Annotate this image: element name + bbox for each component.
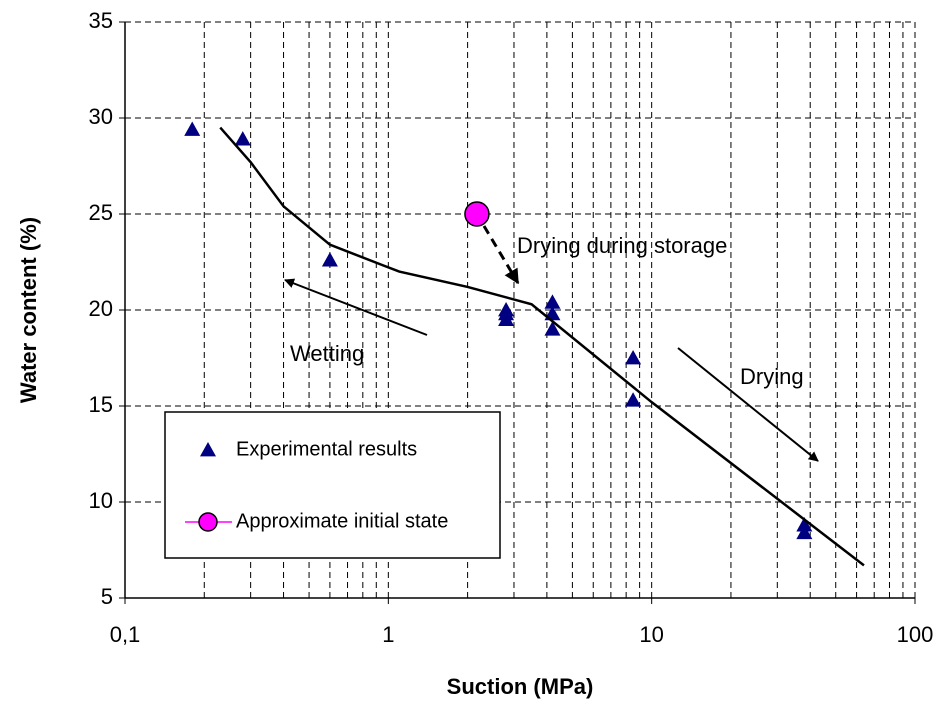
point xyxy=(321,252,338,267)
point xyxy=(498,311,515,326)
legend-label: Experimental results xyxy=(236,438,417,460)
y-tick-label: 30 xyxy=(89,104,113,129)
annotation: Wetting xyxy=(290,341,364,366)
y-axis-label: Water content (%) xyxy=(16,217,41,403)
legend-marker xyxy=(200,442,216,457)
point xyxy=(184,121,201,136)
arrow xyxy=(284,278,428,336)
annotation: Drying xyxy=(740,364,804,389)
point xyxy=(544,294,561,309)
fit-curve xyxy=(219,126,865,567)
y-tick-label: 15 xyxy=(89,392,113,417)
arrow xyxy=(677,347,819,462)
x-tick-label: 10 xyxy=(639,622,663,647)
arrow xyxy=(482,225,520,285)
x-tick-label: 100 xyxy=(897,622,934,647)
point xyxy=(796,524,813,540)
y-tick-label: 25 xyxy=(89,200,113,225)
y-tick-label: 35 xyxy=(89,8,113,33)
x-tick-label: 0,1 xyxy=(110,622,141,647)
y-tick-label: 10 xyxy=(89,488,113,513)
x-axis-label: Suction (MPa) xyxy=(447,674,594,699)
point xyxy=(796,517,813,532)
point xyxy=(625,350,642,365)
y-tick-label: 20 xyxy=(89,296,113,321)
point xyxy=(234,131,251,146)
annotation: Drying during storage xyxy=(517,233,727,258)
point xyxy=(544,321,561,336)
legend xyxy=(164,411,501,559)
point xyxy=(464,201,490,227)
point xyxy=(625,392,642,407)
x-tick-label: 1 xyxy=(382,622,394,647)
legend-label: Approximate initial state xyxy=(236,510,448,532)
y-tick-label: 5 xyxy=(101,584,113,609)
legend-marker xyxy=(198,512,218,532)
